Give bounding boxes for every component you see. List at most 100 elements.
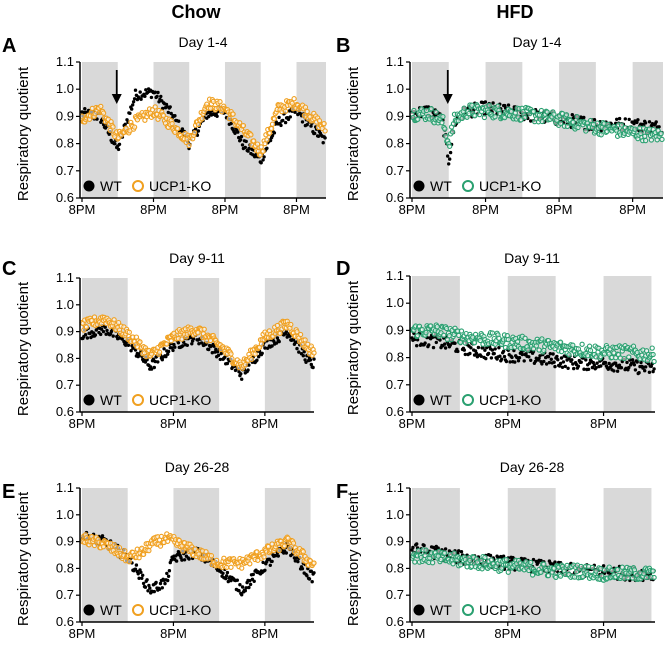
data-point [207,114,211,119]
data-point [166,352,170,356]
y-tick-label: 0.7 [56,163,74,178]
data-point [557,573,564,579]
data-point [296,559,300,564]
data-point [558,120,564,127]
data-point [195,121,202,128]
legend-label-wt: WT [100,602,122,618]
data-point [186,142,192,149]
data-point [277,339,281,344]
data-point [570,342,576,348]
panel-f: 0.6 0.7 0.8 0.9 1.0 1.1 8PM 8PM 8PM Respiratory q… [336,459,657,641]
panel-title: Day 1-4 [512,34,561,50]
data-point [152,365,156,370]
data-point [448,157,452,161]
data-point [648,137,655,143]
data-point [126,559,132,565]
data-point [208,553,215,559]
data-point [309,124,313,128]
data-point [271,116,278,122]
data-point [586,367,591,371]
data-point [654,120,658,124]
data-point [228,564,234,570]
data-point [270,559,274,564]
data-point [239,565,245,571]
data-point [277,330,283,337]
data-point [176,341,181,345]
data-point [171,348,175,353]
data-point [448,150,453,155]
data-point [149,95,154,100]
x-tick-label: 8PM [399,626,426,641]
data-point [269,121,276,127]
data-point [411,107,417,114]
data-point [579,341,585,347]
y-axis-label: Respiratory quotient [15,66,32,201]
data-point [304,108,310,115]
data-point [263,346,267,350]
data-point [560,365,565,369]
data-point [149,367,154,371]
y-tick-label: 0.8 [56,350,74,365]
data-point [305,123,309,127]
data-point [625,575,631,581]
data-point [591,360,595,365]
data-point [651,358,657,365]
data-point [558,361,563,366]
data-point [474,351,479,356]
data-point [168,105,172,109]
data-point [642,137,649,144]
data-point [131,100,136,104]
data-point [446,154,450,158]
data-point [168,338,174,344]
x-tick-label: 8PM [619,202,646,217]
data-point [312,571,316,575]
data-point [632,126,638,132]
data-point [537,356,541,361]
data-point [549,357,553,361]
data-point [609,567,615,574]
data-point [291,338,296,342]
x-tick-label: 8PM [69,202,96,217]
data-point [300,567,305,571]
x-tick-label: 8PM [69,626,96,641]
data-point [555,354,559,359]
y-tick-label: 0.7 [56,377,74,392]
data-point [492,114,498,120]
legend-label-wt: WT [100,178,122,194]
data-point [538,354,542,358]
data-point [281,118,285,123]
data-point [423,547,429,553]
data-point [99,332,103,337]
data-point [313,131,317,136]
data-point [544,362,549,366]
data-point [177,551,181,555]
data-point [197,342,201,346]
arrow-marker [111,70,122,104]
data-point [116,147,121,152]
legend-marker-wt [83,394,95,406]
y-tick-label: 0.6 [386,614,404,629]
data-point [116,545,123,551]
data-point [237,135,241,140]
data-point [582,367,586,371]
data-point [191,337,196,341]
legend-marker-wt [413,180,425,192]
x-tick-label: 8PM [251,626,278,641]
data-point [193,127,198,131]
data-point [172,342,176,347]
data-point [239,134,244,139]
data-point [476,345,481,350]
data-point [481,114,488,121]
y-axis-label: Respiratory quotient [345,491,362,626]
data-point [276,554,280,558]
data-point [167,569,172,573]
data-point [257,355,261,359]
data-point [625,360,629,365]
data-point [522,335,528,341]
legend-marker-wt [83,180,95,192]
y-tick-label: 0.6 [56,190,74,205]
data-point [615,117,619,122]
data-point [173,345,177,349]
x-tick-label: 8PM [283,202,310,217]
data-point [156,349,163,355]
